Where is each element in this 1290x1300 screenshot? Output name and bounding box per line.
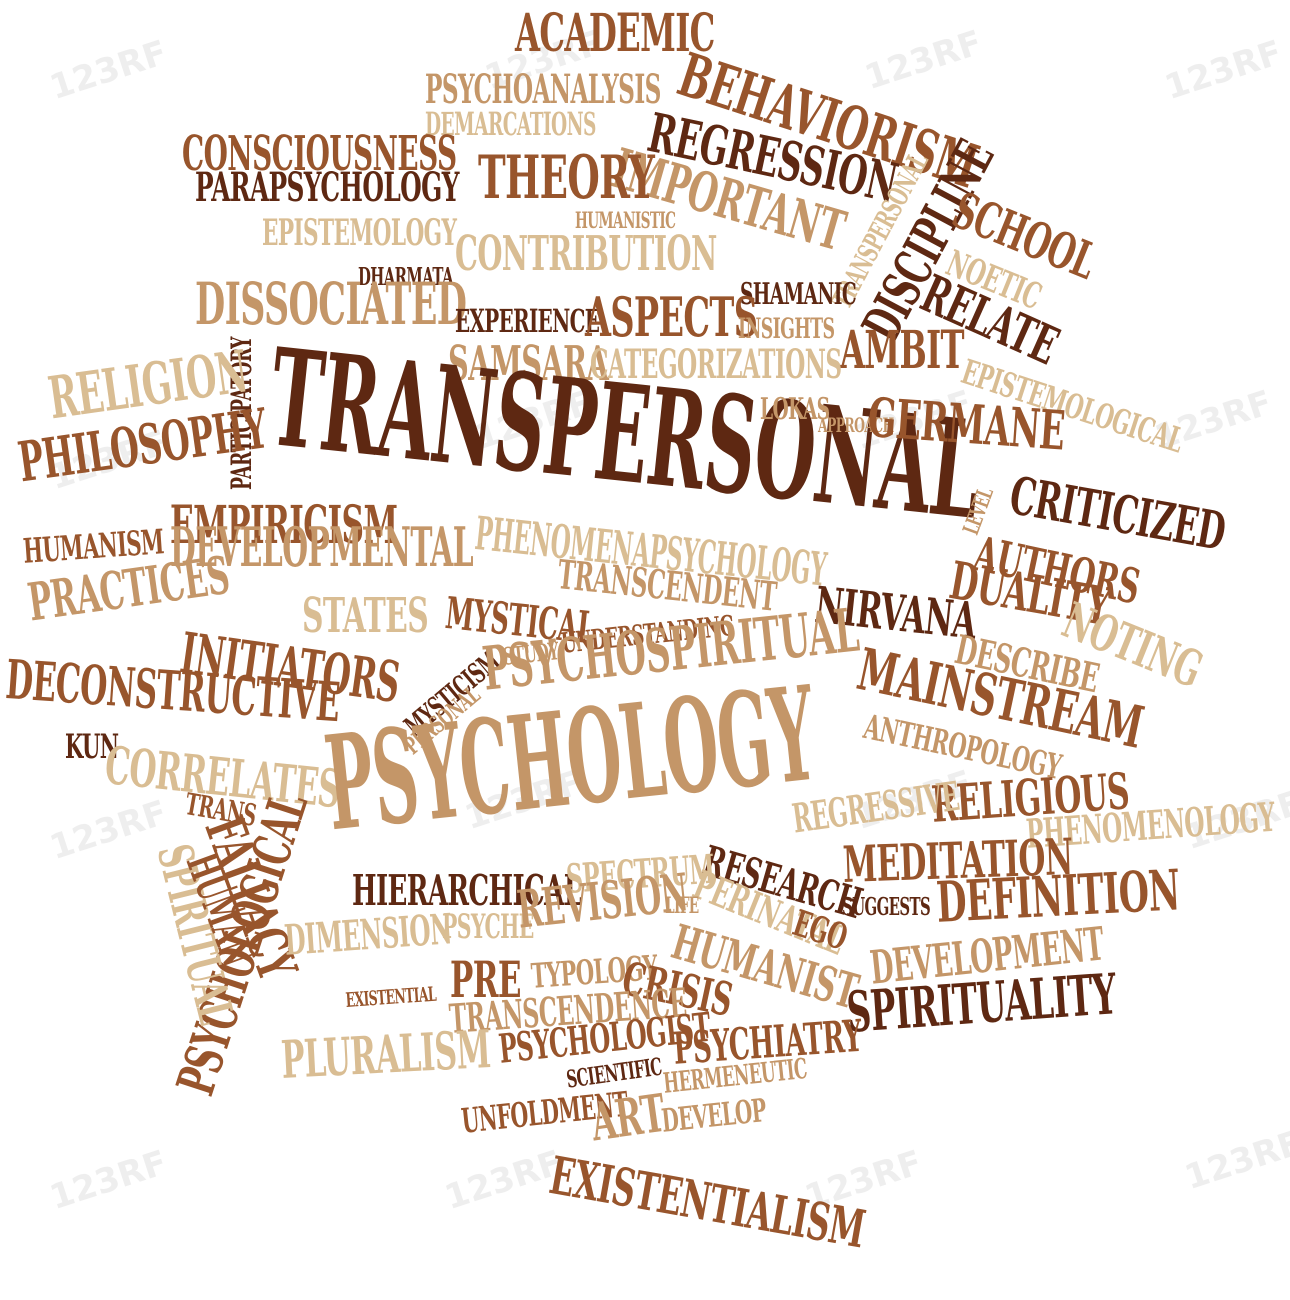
cloud-word: INSIGHTS — [738, 312, 835, 345]
cloud-word: SPIRITUALITY — [844, 961, 1118, 1046]
watermark-text: 123RF — [440, 1142, 567, 1219]
cloud-word: HUMANISTIC — [575, 208, 676, 234]
cloud-word: EXPERIENCE — [455, 302, 600, 340]
cloud-word: REVISION — [514, 862, 691, 941]
cloud-word: CONSCIOUSNESS — [182, 126, 457, 182]
cloud-word: AMBIT — [840, 320, 965, 381]
cloud-word: EMPIRICISM — [170, 495, 398, 556]
cloud-word: DEMARCATIONS — [425, 105, 596, 143]
cloud-word: SAMSARA — [448, 336, 609, 392]
cloud-word: KUN — [65, 727, 119, 767]
cloud-word: CATEGORIZATIONS — [590, 341, 842, 388]
cloud-word: STATES — [302, 588, 429, 644]
cloud-word: PRE — [450, 950, 521, 1009]
cloud-word: PSYCHE — [442, 907, 534, 947]
cloud-word: EXISTENTIAL — [344, 981, 437, 1012]
cloud-word: ACADEMIC — [515, 3, 715, 64]
cloud-word: EXISTENTIALISM — [545, 1145, 870, 1261]
cloud-word: EPISTEMOLOGY — [262, 212, 457, 254]
cloud-word: ASPECTS — [585, 285, 758, 349]
cloud-word: SHAMANIC — [740, 277, 857, 312]
watermark-text: 123RF — [860, 22, 987, 99]
cloud-word: PSYCHOANALYSIS — [425, 66, 661, 113]
cloud-word: DEVELOPMENTAL — [170, 515, 474, 579]
watermark-text: 123RF — [45, 32, 172, 109]
cloud-word: DISSOCIATED — [195, 270, 467, 338]
cloud-word: DHARMATA — [358, 262, 454, 291]
cloud-word: PARAPSYCHOLOGY — [195, 164, 459, 211]
cloud-word: DEVELOP — [659, 1091, 768, 1140]
cloud-word: SUGGESTS — [842, 892, 931, 921]
cloud-word: THEORY — [478, 143, 655, 213]
cloud-word: LIFE — [665, 893, 699, 919]
cloud-word: ART — [587, 1082, 669, 1154]
watermark-text: 123RF — [1180, 1122, 1290, 1199]
cloud-word: DIMENSION — [282, 904, 454, 965]
cloud-word: HIERARCHICAL — [352, 866, 582, 915]
cloud-word: CONTRIBUTION — [455, 226, 717, 282]
cloud-word: APPROACH — [818, 413, 894, 437]
cloud-word: GERMANE — [865, 385, 1067, 463]
watermark-text: 123RF — [1160, 32, 1287, 109]
cloud-word: PLURALISM — [279, 1019, 492, 1091]
watermark-text: 123RF — [45, 1142, 172, 1219]
cloud-word: LOKAS — [760, 392, 830, 427]
